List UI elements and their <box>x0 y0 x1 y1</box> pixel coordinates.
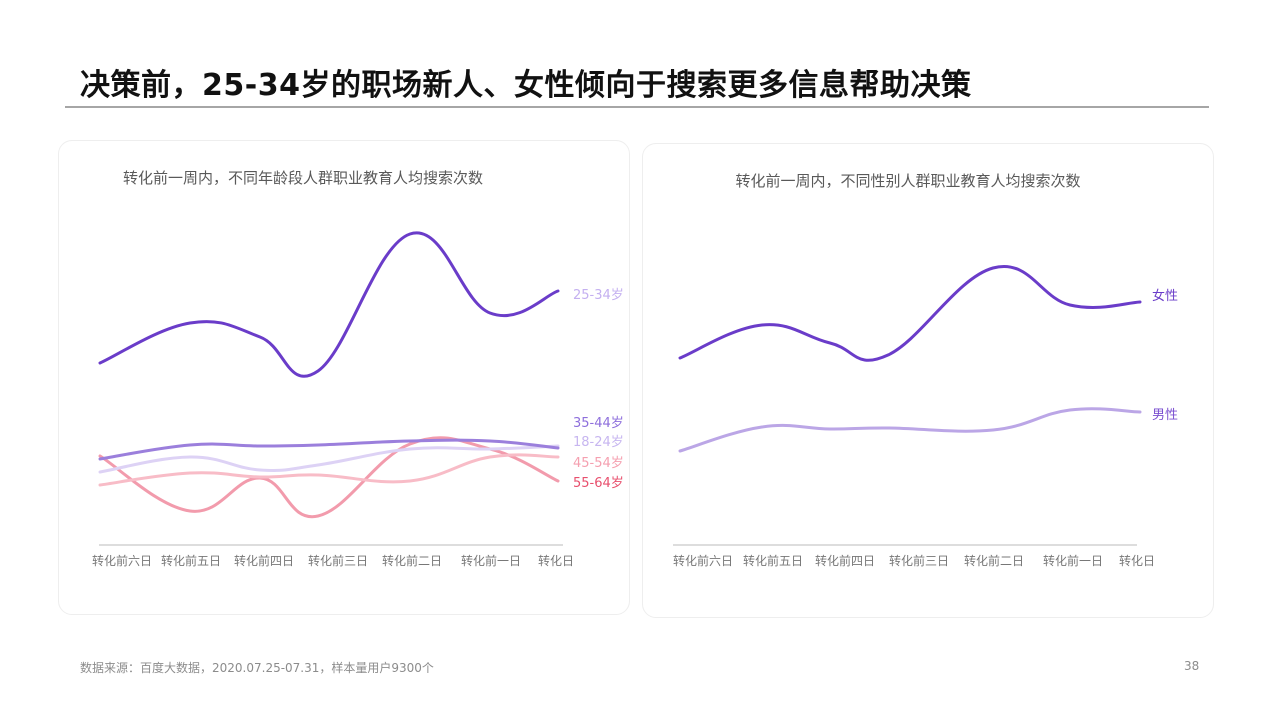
x-tick-label: 转化前四日 <box>815 553 875 568</box>
x-tick-label: 转化前二日 <box>964 553 1024 568</box>
age-chart-card: 转化前一周内，不同年龄段人群职业教育人均搜索次数 <box>58 140 630 615</box>
x-tick-label: 转化日 <box>538 553 574 568</box>
x-tick-label: 转化前二日 <box>382 553 442 568</box>
series-label: 25-34岁 <box>573 288 624 303</box>
x-tick-label: 转化前六日 <box>92 553 152 568</box>
x-tick-label: 转化前四日 <box>234 553 294 568</box>
x-tick-label: 转化前五日 <box>743 553 803 568</box>
series-line <box>98 231 560 378</box>
series-label: 女性 <box>1152 288 1178 304</box>
series-label: 45-54岁 <box>573 456 624 471</box>
page-number: 38 <box>1184 659 1200 673</box>
series-label: 男性 <box>1152 408 1178 423</box>
x-tick-label: 转化前一日 <box>1043 553 1103 568</box>
series-line <box>678 264 1142 362</box>
series-line <box>98 444 560 474</box>
age-chart-title: 转化前一周内，不同年龄段人群职业教育人均搜索次数 <box>122 169 483 187</box>
series-line <box>98 438 560 461</box>
title-divider <box>65 106 1209 108</box>
x-tick-label: 转化前一日 <box>461 553 521 568</box>
series-line <box>98 453 560 487</box>
x-tick-label: 转化前六日 <box>673 553 733 568</box>
series-line <box>678 407 1142 453</box>
x-tick-label: 转化前三日 <box>308 553 368 568</box>
x-tick-label: 转化前五日 <box>161 553 221 568</box>
series-label: 35-44岁 <box>573 416 624 431</box>
page-title: 决策前，25-34岁的职场新人、女性倾向于搜索更多信息帮助决策 <box>80 68 972 103</box>
gender-chart-card: 转化前一周内，不同性别人群职业教育人均搜索次数 <box>642 143 1214 618</box>
series-label: 18-24岁 <box>573 435 624 450</box>
x-tick-label: 转化前三日 <box>889 553 949 568</box>
data-source-note: 数据来源：百度大数据，2020.07.25-07.31，样本量用户9300个 <box>80 661 434 675</box>
gender-chart-title: 转化前一周内，不同性别人群职业教育人均搜索次数 <box>735 172 1081 190</box>
series-label: 55-64岁 <box>573 476 624 491</box>
x-tick-label: 转化日 <box>1119 553 1155 568</box>
